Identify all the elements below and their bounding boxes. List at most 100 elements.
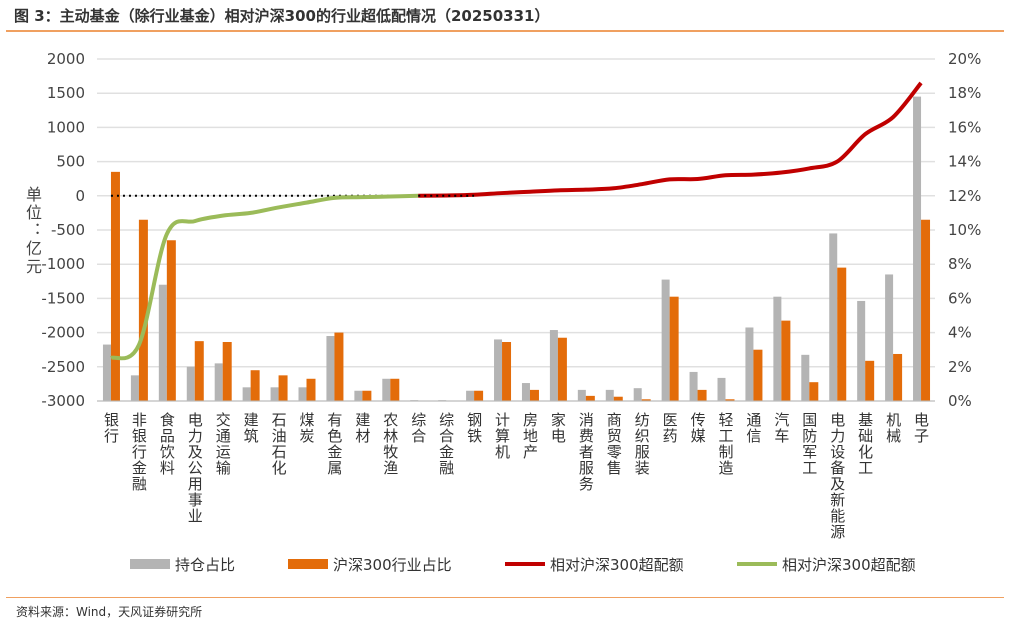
bar-holding-18 [605, 389, 614, 401]
category-label: 房地产 [521, 412, 539, 460]
category-label: 非银行金融 [130, 412, 148, 492]
bar-hs300-10 [390, 378, 400, 401]
title-divider [6, 30, 1004, 32]
y-axis-label: 单位：亿元 [23, 186, 42, 276]
y2-tick-label: 8% [948, 255, 972, 273]
y-tick-label: -3000 [41, 392, 85, 410]
category-label: 综合 [409, 412, 427, 444]
bar-hs300-25 [809, 382, 819, 401]
y-tick-label: 2000 [47, 50, 85, 68]
bar-hs300-27 [865, 360, 875, 401]
bar-hs300-21 [697, 389, 707, 401]
y-tick-label: 500 [56, 153, 85, 171]
bar-holding-5 [242, 387, 251, 401]
y2-tick-label: 20% [948, 50, 981, 68]
legend-label: 相对沪深300超配额 [550, 556, 684, 574]
y2-tick-label: 14% [948, 153, 981, 171]
bar-hs300-7 [306, 378, 316, 401]
bar-holding-21 [689, 371, 698, 401]
category-label: 银行 [102, 412, 120, 444]
bar-holding-8 [326, 336, 335, 401]
bar-holding-29 [913, 96, 922, 402]
bar-hs300-22 [725, 399, 735, 401]
category-label: 建材 [353, 412, 371, 444]
bar-holding-10 [382, 378, 391, 401]
bar-holding-20 [661, 279, 670, 401]
bar-holding-6 [270, 387, 279, 401]
category-label: 家电 [549, 412, 567, 444]
bar-hs300-9 [362, 390, 372, 401]
legend-label: 持仓占比 [175, 556, 235, 574]
bar-hs300-0 [110, 171, 120, 401]
bar-hs300-17 [585, 395, 595, 401]
bar-hs300-19 [641, 399, 651, 401]
category-label: 传媒 [689, 412, 707, 444]
bar-holding-7 [298, 387, 307, 401]
category-label: 食品饮料 [158, 412, 176, 476]
bar-hs300-3 [194, 341, 204, 401]
bar-hs300-28 [893, 353, 903, 401]
y-tick-label: -1500 [41, 289, 85, 307]
bar-hs300-5 [250, 370, 260, 401]
chart-title: 图 3：主动基金（除行业基金）相对沪深300的行业超低配情况（20250331） [14, 7, 550, 25]
y-tick-label: -500 [51, 221, 85, 239]
bar-hs300-23 [753, 349, 763, 401]
bar-holding-9 [354, 390, 363, 401]
y2-tick-label: 12% [948, 187, 981, 205]
bar-holding-1 [130, 375, 139, 401]
y2-tick-label: 6% [948, 289, 972, 307]
category-label: 综合金融 [437, 412, 455, 476]
bar-holding-15 [521, 383, 530, 401]
legend-label: 沪深300行业占比 [333, 556, 452, 574]
bar-hs300-13 [474, 390, 484, 401]
bar-holding-16 [549, 330, 558, 401]
category-label: 交通运输 [214, 411, 232, 476]
category-label: 煤炭 [298, 412, 316, 444]
category-label: 建筑 [242, 412, 260, 444]
bar-holding-17 [577, 389, 586, 401]
category-label: 汽车 [772, 412, 790, 444]
legend-label: 相对沪深300超配额 [782, 556, 916, 574]
y-tick-label: 0 [75, 187, 85, 205]
bar-holding-13 [466, 390, 475, 401]
y-tick-label: -2500 [41, 358, 85, 376]
legend-swatch [288, 559, 328, 569]
category-label: 计算机 [493, 412, 511, 460]
category-label: 纺织服装 [633, 412, 651, 476]
category-label: 农林牧渔 [381, 412, 399, 476]
category-label: 消费者服务 [577, 412, 595, 492]
y-tick-label: -2000 [41, 324, 85, 342]
category-label: 医药 [661, 412, 679, 444]
bar-holding-27 [857, 300, 866, 401]
bar-hs300-2 [166, 240, 176, 401]
bar-holding-25 [801, 354, 810, 401]
bar-holding-3 [186, 366, 195, 401]
y2-tick-label: 2% [948, 358, 972, 376]
bar-hs300-18 [613, 396, 623, 401]
bar-hs300-16 [557, 337, 567, 401]
line-overweight-red [418, 81, 923, 198]
bar-hs300-24 [781, 320, 791, 401]
source-note: 资料来源：Wind，天风证券研究所 [16, 605, 203, 619]
bar-holding-4 [214, 363, 223, 401]
category-label: 国防军工 [800, 412, 818, 476]
chart-plot: 2000 1500 1000 500 0 -500 -1000 -1500 -2000 -2500… [41, 50, 981, 574]
bar-holding-22 [717, 377, 726, 401]
bar-holding-24 [773, 296, 782, 401]
footer-divider [6, 597, 1004, 598]
category-label: 通信 [744, 412, 762, 444]
category-label: 轻工制造 [717, 412, 735, 476]
y2-tick-label: 18% [948, 84, 981, 102]
bar-holding-26 [829, 233, 838, 401]
bar-holding-0 [102, 344, 111, 401]
bar-hs300-14 [502, 342, 512, 401]
category-label: 电力设备及新能源 [828, 412, 846, 540]
category-label: 钢铁 [465, 412, 483, 444]
y2-tick-label: 4% [948, 324, 972, 342]
category-label: 机械 [884, 412, 902, 444]
category-label: 电力及公用事业 [186, 412, 204, 524]
bar-hs300-15 [529, 389, 539, 401]
y-tick-label: 1500 [47, 84, 85, 102]
category-label: 有色金属 [325, 412, 343, 476]
